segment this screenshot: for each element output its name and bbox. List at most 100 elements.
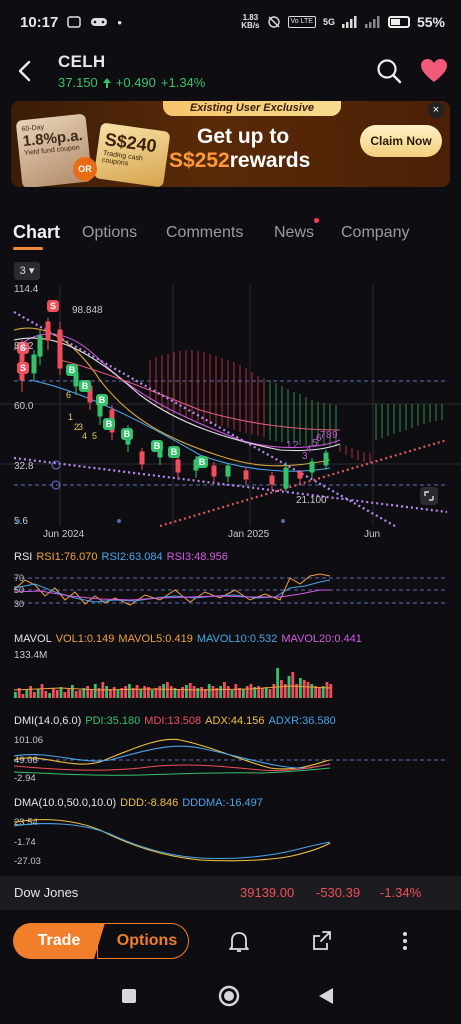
dma-chart[interactable]: 23.54 -1.74 -27.03 [0, 814, 461, 874]
volume-bar [33, 692, 36, 698]
search-button[interactable] [376, 58, 402, 84]
banner-rewards: rewards [229, 149, 311, 172]
volume-bar [242, 689, 245, 698]
dmi-legend[interactable]: DMI(14.0,6.0) PDI:35.180 MDI:13.508 ADX:44.… [14, 715, 340, 727]
search-icon [377, 59, 402, 84]
volume-bar [318, 688, 321, 698]
promo-banner[interactable]: Existing User Exclusive × 60-Day 1.8%p.a… [11, 101, 450, 187]
volume-bar [154, 688, 158, 698]
svg-text:B: B [171, 447, 178, 457]
svg-text:2: 2 [293, 440, 299, 451]
back-nav-icon[interactable] [318, 987, 334, 1005]
trade-button[interactable]: Trade [13, 923, 105, 959]
volume-bar [185, 685, 188, 698]
volume-bar [249, 684, 253, 698]
buy-signal-icon: B [168, 446, 180, 458]
dma-level-mid: -1.74 [14, 837, 36, 848]
volume-bar [321, 686, 325, 698]
sequence-labels-yellow: 123 4 5 6 [66, 390, 97, 441]
svg-text:8: 8 [326, 430, 332, 441]
watchlist-button[interactable] [420, 58, 448, 84]
share-icon [313, 931, 331, 950]
volume-bar [287, 676, 291, 698]
dmi-chart[interactable]: 101.06 49.06 -2.94 [0, 732, 461, 782]
rsi-chart[interactable]: 70 50 30 [0, 568, 461, 618]
signal-icon [341, 16, 357, 28]
volume-bar [295, 684, 298, 698]
dmi-level-mid: 49.06 [14, 755, 38, 766]
svg-text:5: 5 [92, 431, 97, 441]
rsi-legend[interactable]: RSI RSI1:76.070 RSI2:63.084 RSI3:48.956 [14, 551, 232, 563]
tab-news[interactable]: News [274, 224, 315, 241]
price-change-percent: +1.34% [160, 75, 206, 90]
svg-text:S: S [20, 343, 26, 353]
banner-close-button[interactable]: × [428, 102, 444, 118]
volume-chart[interactable] [0, 652, 461, 702]
svg-text:9: 9 [332, 430, 338, 441]
volume-bar [291, 672, 295, 698]
y-label-5: 5.6 [14, 516, 28, 527]
volume-bar [234, 684, 238, 698]
alert-button[interactable] [226, 928, 252, 954]
status-time: 10:17 [20, 13, 59, 31]
home-icon[interactable] [218, 985, 240, 1007]
fullscreen-icon[interactable] [420, 487, 438, 505]
svg-text:B: B [106, 419, 113, 429]
volume-bar [71, 685, 74, 698]
volume-bar [329, 684, 333, 698]
more-button[interactable] [392, 928, 418, 954]
banner-subtitle: S$252rewards [169, 149, 310, 173]
ddd-value: DDD:-8.846 [120, 797, 179, 809]
volume-bar [150, 690, 154, 698]
volume-bar [36, 689, 40, 698]
net-speed-unit: KB/s [241, 21, 260, 30]
buy-signal-icon: B [121, 428, 133, 440]
bell-plus-icon [229, 932, 249, 952]
mavol-legend[interactable]: MAVOL VOL1:0.149 MAVOL5:0.419 MAVOL10:0.532… [14, 633, 366, 645]
chart-period-selector[interactable]: 3 ▾ [14, 262, 40, 280]
volume-bar [181, 687, 184, 698]
volume-bar [63, 692, 67, 698]
back-button[interactable] [12, 56, 36, 86]
y-label-3: 60.0 [14, 401, 34, 412]
recents-icon[interactable] [121, 988, 137, 1004]
volume-bar [245, 686, 249, 698]
signal-2-icon [364, 16, 380, 28]
volume-bar [44, 691, 48, 698]
dma-legend[interactable]: DMA(10.0,50.0,10.0) DDD:-8.846 DDDMA:-16.4… [14, 797, 267, 809]
volume-bar [90, 689, 93, 698]
tab-comments[interactable]: Comments [166, 224, 244, 241]
volume-bar [299, 678, 302, 698]
svg-text:B: B [124, 429, 131, 439]
options-button[interactable]: Options [97, 923, 189, 959]
share-button[interactable] [309, 928, 335, 954]
volume-bar [173, 688, 177, 698]
price-chart[interactable]: S S S B B B B B B B B 114.4 82.2 60.0 32… [0, 280, 461, 538]
alarm-off-icon [267, 16, 280, 28]
tab-chart[interactable]: Chart [13, 222, 61, 242]
buy-signal-icon: B [96, 394, 108, 406]
claim-now-button[interactable]: Claim Now [360, 125, 442, 157]
svg-text:B: B [199, 457, 206, 467]
cloud-red [149, 350, 371, 463]
rsi-level-70: 70 [14, 573, 24, 583]
volume-bar [177, 689, 181, 698]
volume-bar [82, 688, 86, 698]
svg-text:B: B [154, 441, 161, 451]
tab-company[interactable]: Company [341, 224, 410, 241]
svg-text:3: 3 [78, 422, 83, 432]
svg-text:1: 1 [286, 440, 292, 451]
mavol-max-label: 133.4M [14, 650, 48, 661]
volume-bar [257, 686, 260, 698]
index-ticker-bar[interactable]: Dow Jones 39139.00 -530.39 -1.34% [0, 876, 461, 910]
bottom-action-bar: Options Trade [0, 916, 461, 968]
svg-text:2: 2 [74, 422, 79, 432]
network-type: 5G [322, 17, 335, 27]
volume-bar [29, 686, 32, 698]
volume-bar [200, 687, 203, 698]
volume-bar [109, 689, 112, 698]
tab-active-indicator [13, 247, 43, 250]
tab-options[interactable]: Options [82, 224, 138, 241]
buy-signal-icon: B [151, 440, 163, 452]
volume-bar [196, 688, 200, 698]
